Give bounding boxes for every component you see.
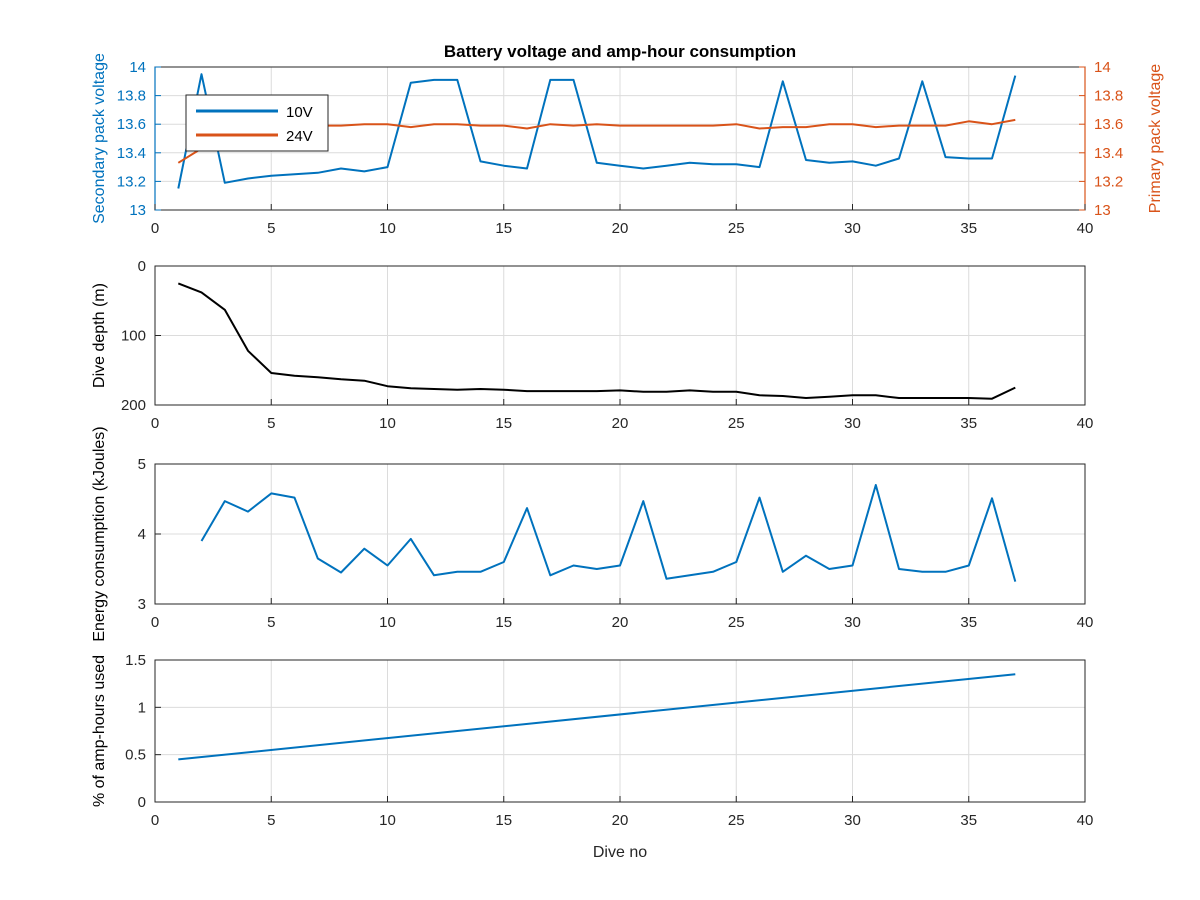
y-tick-label: 200 [121,397,146,414]
x-tick-label: 0 [151,614,159,631]
y-tick-label: 13.6 [117,116,146,133]
x-tick-label: 30 [844,812,861,829]
y-tick-label: 100 [121,328,146,345]
subplots: 0 5 10 15 20 25 30 35 401313.213.413.613.8141313… [91,53,1164,861]
legend-label-10v: 10V [286,104,313,121]
x-tick-label: 30 [844,614,861,631]
right-y-tick-label: 13.4 [1094,145,1123,162]
x-tick-label: 10 [379,812,396,829]
subplot-3: 0 5 10 15 20 25 30 35 40 3 4 5 Energy consumption (k… [91,426,1093,641]
x-tick-label: 35 [960,220,977,237]
y-tick-label: 3 [138,596,146,613]
y-axis-label: % of amp-hours used [91,655,108,807]
series-line-1 [178,673,1016,761]
x-tick-label: 5 [267,415,275,432]
x-tick-label: 30 [844,220,861,237]
x-tick-label: 25 [728,415,745,432]
x-tick-label: 0 [151,812,159,829]
legend-box [185,94,329,152]
x-tick-label: 15 [495,415,512,432]
series-line-10v [177,73,1017,189]
x-tick-label: 35 [960,415,977,432]
right-y-axis-label: Primary pack voltage [1147,64,1164,213]
x-tick-label: 35 [960,614,977,631]
y-tick-label: 0 [138,258,146,275]
y-tick-label: 13.8 [117,88,146,105]
x-tick-label: 15 [495,220,512,237]
y-axis-label: Secondary pack voltage [91,53,108,224]
right-y-tick-label: 13 [1094,202,1111,219]
y-tick-label: 5 [138,456,146,473]
right-y-tick-label: 13.6 [1094,116,1123,133]
legend-label-24v: 24V [286,128,313,145]
x-tick-label: 30 [844,415,861,432]
x-tick-label: 35 [960,812,977,829]
subplot-4: 0 5 10 15 20 25 30 35 40 0 0.5 1 1.5 % of amp-hours u… [91,652,1093,861]
y-tick-label: 13.4 [117,145,146,162]
x-tick-label: 20 [612,415,629,432]
x-tick-label: 40 [1077,812,1094,829]
series-line-1 [200,484,1017,582]
x-tick-label: 0 [151,415,159,432]
y-tick-label: 0 [138,794,146,811]
x-tick-label: 25 [728,220,745,237]
x-tick-label: 15 [495,812,512,829]
x-tick-label: 10 [379,415,396,432]
right-y-tick-label: 13.8 [1094,88,1123,105]
x-tick-label: 25 [728,614,745,631]
x-tick-label: 15 [495,614,512,631]
x-tick-label: 40 [1077,415,1094,432]
x-tick-label: 0 [151,220,159,237]
y-tick-label: 13 [129,202,146,219]
x-tick-label: 40 [1077,614,1094,631]
y-tick-label: 13.2 [117,173,146,190]
x-tick-label: 40 [1077,220,1094,237]
x-tick-label: 5 [267,220,275,237]
y-tick-label: 0.5 [125,747,146,764]
y-tick-label: 14 [129,59,146,76]
x-tick-label: 20 [612,220,629,237]
y-axis-label: Dive depth (m) [91,283,108,388]
y-tick-label: 4 [138,526,146,543]
x-tick-label: 10 [379,614,396,631]
x-tick-label: 20 [612,812,629,829]
series-line-1 [177,282,1016,400]
y-tick-label: 1.5 [125,652,146,669]
subplot-2: 0 5 10 15 20 25 30 35 40 0 100 200 Dive depth (m) [91,258,1093,432]
subplot-1: 0 5 10 15 20 25 30 35 401313.213.413.613.8141313… [91,53,1164,237]
x-tick-label: 5 [267,812,275,829]
x-tick-label: 25 [728,812,745,829]
right-y-tick-label: 13.2 [1094,173,1123,190]
y-axis-label: Energy consumption (kJoules) [91,426,108,641]
x-tick-label: 10 [379,220,396,237]
right-y-tick-label: 14 [1094,59,1111,76]
x-tick-label: 5 [267,614,275,631]
chart-title: Battery voltage and amp-hour consumption [444,42,796,61]
y-tick-label: 1 [138,699,146,716]
x-axis-label: Dive no [593,844,647,861]
x-tick-label: 20 [612,614,629,631]
